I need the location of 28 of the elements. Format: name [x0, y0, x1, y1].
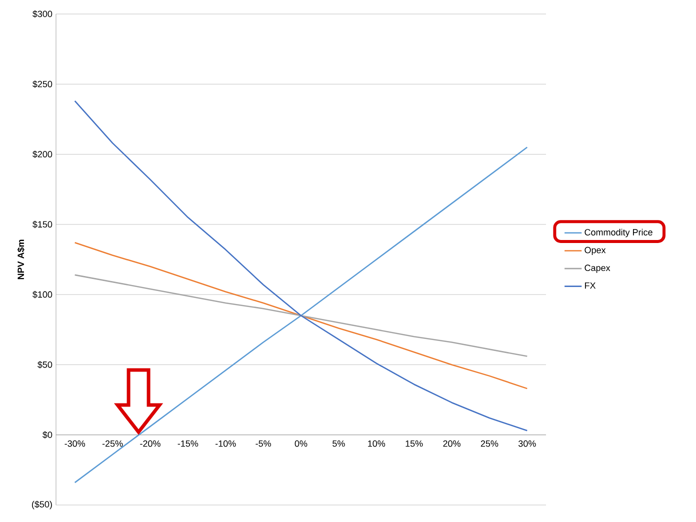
x-tick-label: -5%	[256, 440, 271, 447]
x-tick-label: -20%	[140, 440, 160, 447]
y-tick-label: $250	[32, 80, 52, 88]
y-tick-label: $100	[32, 290, 52, 298]
x-tick-label: 10%	[368, 440, 386, 447]
legend-label: Commodity Price	[584, 228, 652, 238]
y-tick-label: $300	[32, 10, 52, 18]
legend-label: FX	[585, 282, 596, 289]
x-tick-label: -10%	[216, 440, 236, 447]
x-tick-label: 5%	[332, 440, 345, 447]
y-tick-label: $50	[38, 361, 52, 368]
x-tick-label: 25%	[480, 440, 498, 447]
x-tick-label: -15%	[178, 440, 198, 447]
legend-label: Capex	[584, 264, 610, 273]
x-tick-label: 15%	[406, 440, 423, 447]
y-tick-label: $0	[42, 431, 52, 439]
x-tick-label: 20%	[443, 440, 460, 447]
x-tick-label: 0%	[294, 440, 308, 447]
line-series	[74, 242, 528, 390]
legend-label: Opex	[584, 246, 606, 256]
line-series	[74, 100, 528, 432]
x-tick-label: 30%	[518, 440, 536, 447]
y-tick-label: $200	[32, 150, 52, 158]
y-tick-label: $150	[32, 220, 52, 228]
x-tick-label: -25%	[102, 440, 123, 447]
x-tick-label: -30%	[64, 440, 86, 447]
y-tick-label: ($50)	[32, 500, 52, 510]
y-axis-title: NPV A$m	[17, 240, 25, 280]
